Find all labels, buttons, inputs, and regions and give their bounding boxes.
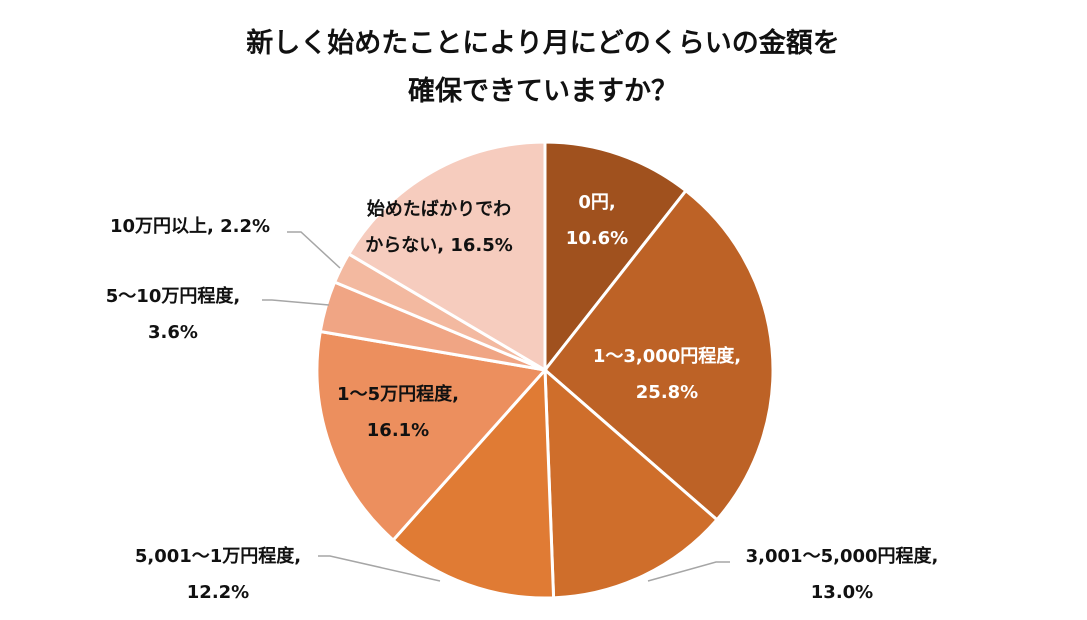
slice-label-4-line-1: 16.1% [367,420,429,441]
slice-label-7-line-1: からない, 16.5% [365,235,513,256]
pie-slice-0 [543,140,688,375]
leader-line-3 [318,555,441,582]
slice-label-2-line-1: 13.0% [811,582,873,603]
slice-label-3-line-0: 5,001～1万円程度, [135,545,301,567]
slice-label-0-line-1: 10.6% [566,228,628,249]
pie-slice-2 [543,366,720,600]
chart-title-line-2: 確保できていますか？ [408,75,678,107]
pie-slice-1 [542,188,775,522]
slice-label-7-line-0: 始めたばかりでわ [367,198,511,220]
pie-slice-4 [315,329,548,543]
leader-line-6 [287,231,341,269]
slice-label-1-line-1: 25.8% [636,382,698,403]
leader-lines [262,231,730,582]
slice-labels: 0円, 10.6% 1～3,000円程度, 25.8% 3,001～5,000円程度, 1… [106,192,939,603]
pie-slices [315,140,775,600]
slice-label-2-line-0: 3,001～5,000円程度, [746,545,939,567]
slice-label-3-line-1: 12.2% [187,582,249,603]
slice-label-6-line-0: 10万円以上, 2.2% [110,216,270,237]
leader-line-5 [262,299,330,306]
slice-label-4-line-0: 1～5万円程度, [337,383,459,405]
chart-title-line-1: 新しく始めたことにより月にどのくらいの金額を [246,27,839,59]
pie-slice-3 [391,366,556,600]
slice-label-1-line-0: 1～3,000円程度, [593,345,741,367]
slice-label-0-line-0: 0円, [578,192,615,213]
leader-line-2 [647,561,730,582]
pie-slice-7 [346,140,547,373]
slice-label-5-line-1: 3.6% [148,322,198,343]
slice-label-5-line-0: 5～10万円程度, [106,285,240,307]
